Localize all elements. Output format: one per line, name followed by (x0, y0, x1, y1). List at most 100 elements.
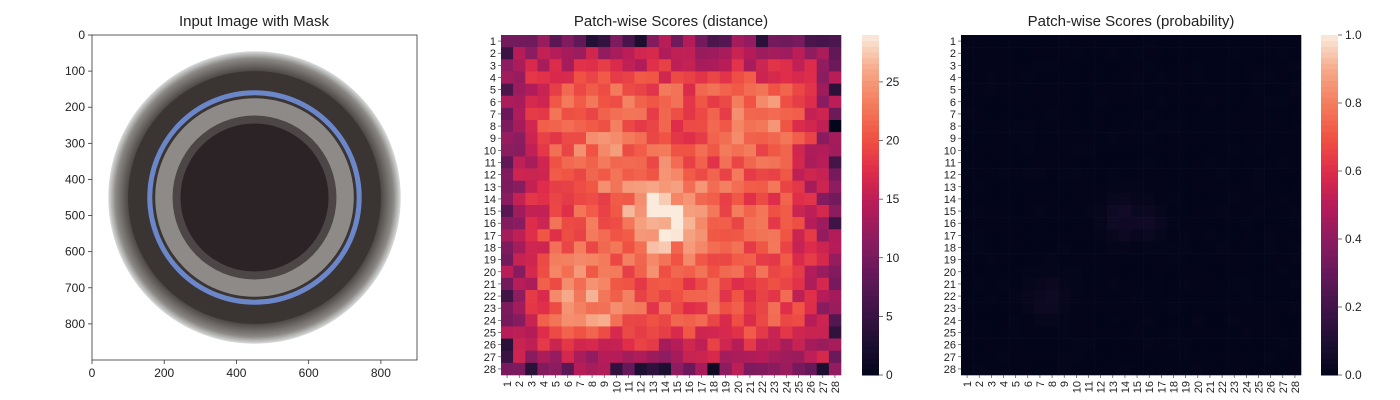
heatmap-cell (780, 95, 793, 109)
col-label: 13 (1108, 381, 1120, 393)
colorbar-segment (862, 244, 879, 251)
heatmap-cell (513, 302, 526, 315)
heatmap-cell (561, 290, 575, 303)
heatmap-cell (646, 362, 660, 376)
heatmap-cell (756, 35, 769, 48)
heatmap-cell (1033, 314, 1047, 327)
heatmap-cell (768, 302, 781, 315)
colorbar-segment (862, 307, 879, 314)
heatmap-cell (501, 95, 514, 109)
heatmap-cell (768, 47, 781, 60)
heatmap-cell (1252, 265, 1265, 279)
heatmap-cell (634, 205, 648, 218)
heatmap-cell (1264, 132, 1278, 145)
colorbar-segment (1321, 278, 1338, 285)
heatmap-cell (1228, 338, 1241, 352)
heatmap-cell (525, 156, 538, 169)
heatmap-cell (634, 47, 648, 60)
heatmap-cell (1252, 205, 1265, 218)
heatmap-cell (768, 144, 781, 157)
heatmap-cell (695, 107, 708, 121)
heatmap-cell (1106, 290, 1120, 303)
heatmap-cell (828, 217, 842, 230)
heatmap-cell (731, 277, 745, 291)
heatmap-cell (973, 217, 986, 230)
col-label: 5 (551, 381, 563, 387)
heatmap-cell (743, 253, 757, 267)
heatmap-cell (1203, 168, 1217, 182)
heatmap-cell (997, 277, 1010, 291)
heatmap-cell (586, 71, 599, 84)
heatmap-cell (973, 253, 986, 267)
row-label: 14 (944, 194, 956, 206)
heatmap-cell (683, 192, 696, 206)
heatmap-cell (1118, 180, 1132, 194)
col-label: 3 (986, 381, 998, 387)
heatmap-cell (1264, 302, 1278, 315)
heatmap-cell (634, 132, 648, 145)
col-label: 8 (587, 381, 599, 387)
colorbar-segment (1321, 193, 1338, 200)
heatmap-cell (1070, 314, 1083, 327)
heatmap-cell (1252, 338, 1265, 352)
colorbar-segment (862, 301, 879, 308)
heatmap-cell (985, 217, 998, 230)
heatmap-cell (1228, 47, 1241, 60)
heatmap-cell (658, 326, 672, 339)
heatmap-cell (707, 290, 720, 303)
heatmap-cell (598, 362, 611, 376)
row-label: 21 (944, 279, 956, 291)
heatmap-cell (1082, 229, 1095, 242)
heatmap-cell (525, 83, 538, 97)
heatmap-cell (1179, 132, 1193, 145)
heatmap-cell (501, 168, 514, 182)
heatmap-cell (549, 241, 563, 254)
heatmap-cell (719, 229, 733, 242)
heatmap-cell (816, 132, 830, 145)
heatmap-cell (573, 95, 587, 109)
heatmap-cell (561, 120, 575, 133)
heatmap-cell (1203, 229, 1217, 242)
heatmap-cell (513, 217, 526, 230)
heatmap-cell (1021, 205, 1035, 218)
heatmap-cell (1106, 132, 1120, 145)
heatmap-cell (573, 362, 587, 376)
colorbar-segment (862, 46, 879, 53)
heatmap-cell (1240, 362, 1253, 376)
heatmap-cell (1046, 71, 1059, 84)
heatmap-cell (1264, 205, 1278, 218)
image-x-tick-label: 400 (226, 366, 246, 380)
heatmap-cell (1288, 314, 1302, 327)
heatmap-cell (1228, 120, 1241, 133)
heatmap-cell (573, 35, 587, 48)
heatmap-cell (1155, 59, 1168, 72)
heatmap-cell (695, 71, 708, 84)
heatmap-cell (1276, 95, 1290, 109)
heatmap-cell (1118, 83, 1132, 97)
heatmap-cell (1179, 350, 1193, 364)
heatmap-cell (1131, 144, 1144, 157)
colorbar-segment (1321, 74, 1338, 81)
heatmap-cell (683, 277, 696, 291)
heatmap-cell (537, 156, 550, 169)
heatmap-cell (985, 71, 998, 84)
heatmap-cell (961, 71, 974, 84)
heatmap-cell (1118, 290, 1132, 303)
heatmap-cell (1276, 35, 1290, 48)
heatmap-cell (622, 253, 635, 267)
heatmap-cell (816, 168, 830, 182)
heatmap-cell (586, 95, 599, 109)
heatmap-cell (828, 132, 842, 145)
heatmap-cell (537, 59, 550, 72)
heatmap-cell (1228, 205, 1241, 218)
heatmap-cell (997, 302, 1010, 315)
heatmap-cell (731, 35, 745, 48)
heatmap-cell (586, 205, 599, 218)
colorbar-segment (1321, 369, 1338, 376)
colorbar-segment (1321, 256, 1338, 263)
heatmap-cell (804, 120, 818, 133)
heatmap-cell (804, 156, 818, 169)
heatmap-cell (549, 205, 563, 218)
heatmap-cell (1070, 107, 1083, 121)
heatmap-cell (1179, 180, 1193, 194)
